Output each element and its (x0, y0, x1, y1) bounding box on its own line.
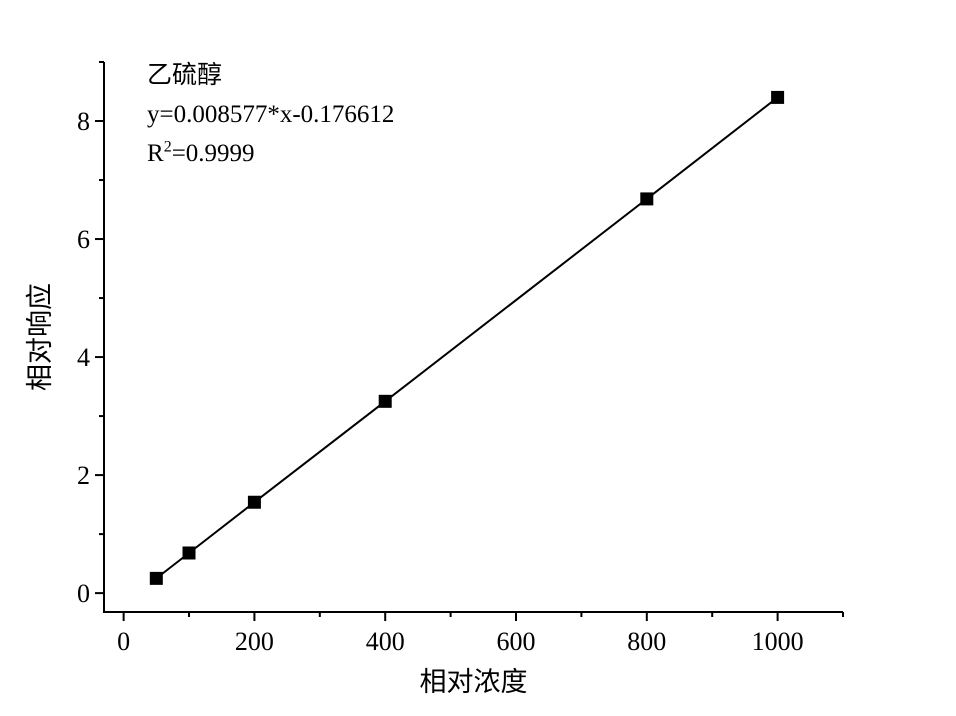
y-axis-label: 相对响应 (25, 283, 55, 391)
annotation-r-squared: R2=0.9999 (147, 138, 255, 167)
x-tick-label: 600 (497, 627, 536, 656)
x-tick-label: 200 (235, 627, 274, 656)
x-tick-label: 1000 (752, 627, 804, 656)
data-point-marker (378, 394, 392, 408)
y-tick-label: 4 (77, 343, 90, 372)
x-tick-label: 0 (117, 627, 130, 656)
x-axis-label: 相对浓度 (419, 667, 528, 697)
r-squared-superscript: 2 (163, 138, 172, 156)
x-tick-label: 400 (366, 627, 405, 656)
data-point-marker (247, 495, 261, 509)
y-tick-label: 6 (77, 225, 90, 254)
y-tick-label: 2 (77, 461, 90, 490)
data-point-marker (640, 192, 654, 206)
annotation-compound: 乙硫醇 (147, 62, 223, 89)
data-point-marker (771, 90, 785, 104)
data-point-marker (149, 571, 163, 585)
data-point-marker (182, 546, 196, 560)
x-tick-label: 800 (627, 627, 666, 656)
y-tick-label: 8 (77, 107, 90, 136)
annotation-block: 乙硫醇 y=0.008577*x-0.176612 R2=0.9999 (147, 56, 394, 173)
y-tick-label: 0 (77, 579, 90, 608)
annotation-equation: y=0.008577*x-0.176612 (147, 101, 395, 128)
